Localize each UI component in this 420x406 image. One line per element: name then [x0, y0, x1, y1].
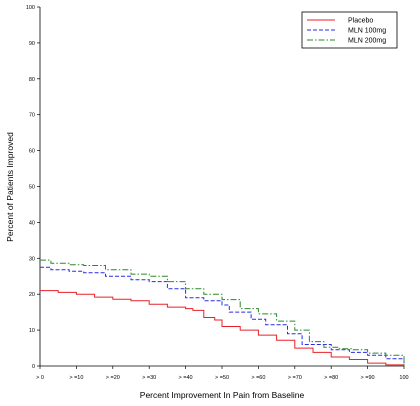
x-tick-label: > =20	[106, 375, 120, 381]
y-tick-label: 80	[29, 77, 35, 83]
y-tick-label: 100	[26, 5, 35, 11]
legend: Placebo MLN 100mg MLN 200mg	[301, 11, 398, 49]
y-tick-label: 10	[29, 328, 35, 334]
legend-box	[301, 11, 398, 49]
ticks: 0 10 20 30 40 50 60 70 80 90 100 > 0 > =10 > =20 > =30…	[26, 5, 409, 381]
y-tick-label: 40	[29, 220, 35, 226]
x-tick-label: > =10	[69, 375, 83, 381]
series-line-1	[40, 266, 405, 366]
y-tick-label: 30	[29, 256, 35, 262]
x-tick-label: 100	[399, 375, 408, 381]
y-tick-label: 90	[29, 41, 35, 47]
x-tick-label: > =40	[179, 375, 193, 381]
x-tick-label: > =50	[215, 375, 229, 381]
y-tick-label: 60	[29, 149, 35, 155]
y-tick-label: 0	[32, 364, 35, 370]
legend-label-0: Placebo	[348, 18, 373, 25]
x-tick-label: > =80	[324, 375, 338, 381]
y-tick-label: 50	[29, 185, 35, 191]
y-tick-label: 20	[29, 292, 35, 298]
legend-label-1: MLN 100mg	[348, 28, 386, 35]
x-tick-label: > 0	[36, 375, 44, 381]
series-line-0	[40, 290, 405, 366]
x-tick-label: > =30	[142, 375, 156, 381]
y-axis-title: Percent of Patients Improved	[5, 132, 15, 242]
series-line-2	[40, 259, 405, 366]
x-axis-title: Percent Improvement In Pain from Baselin…	[140, 390, 305, 400]
series	[40, 259, 405, 366]
y-tick-label: 70	[29, 113, 35, 119]
axes	[39, 7, 404, 367]
legend-label-2: MLN 200mg	[348, 38, 386, 45]
x-tick-label: > =60	[251, 375, 265, 381]
x-tick-label: > =90	[361, 375, 375, 381]
x-tick-label: > =70	[288, 375, 302, 381]
